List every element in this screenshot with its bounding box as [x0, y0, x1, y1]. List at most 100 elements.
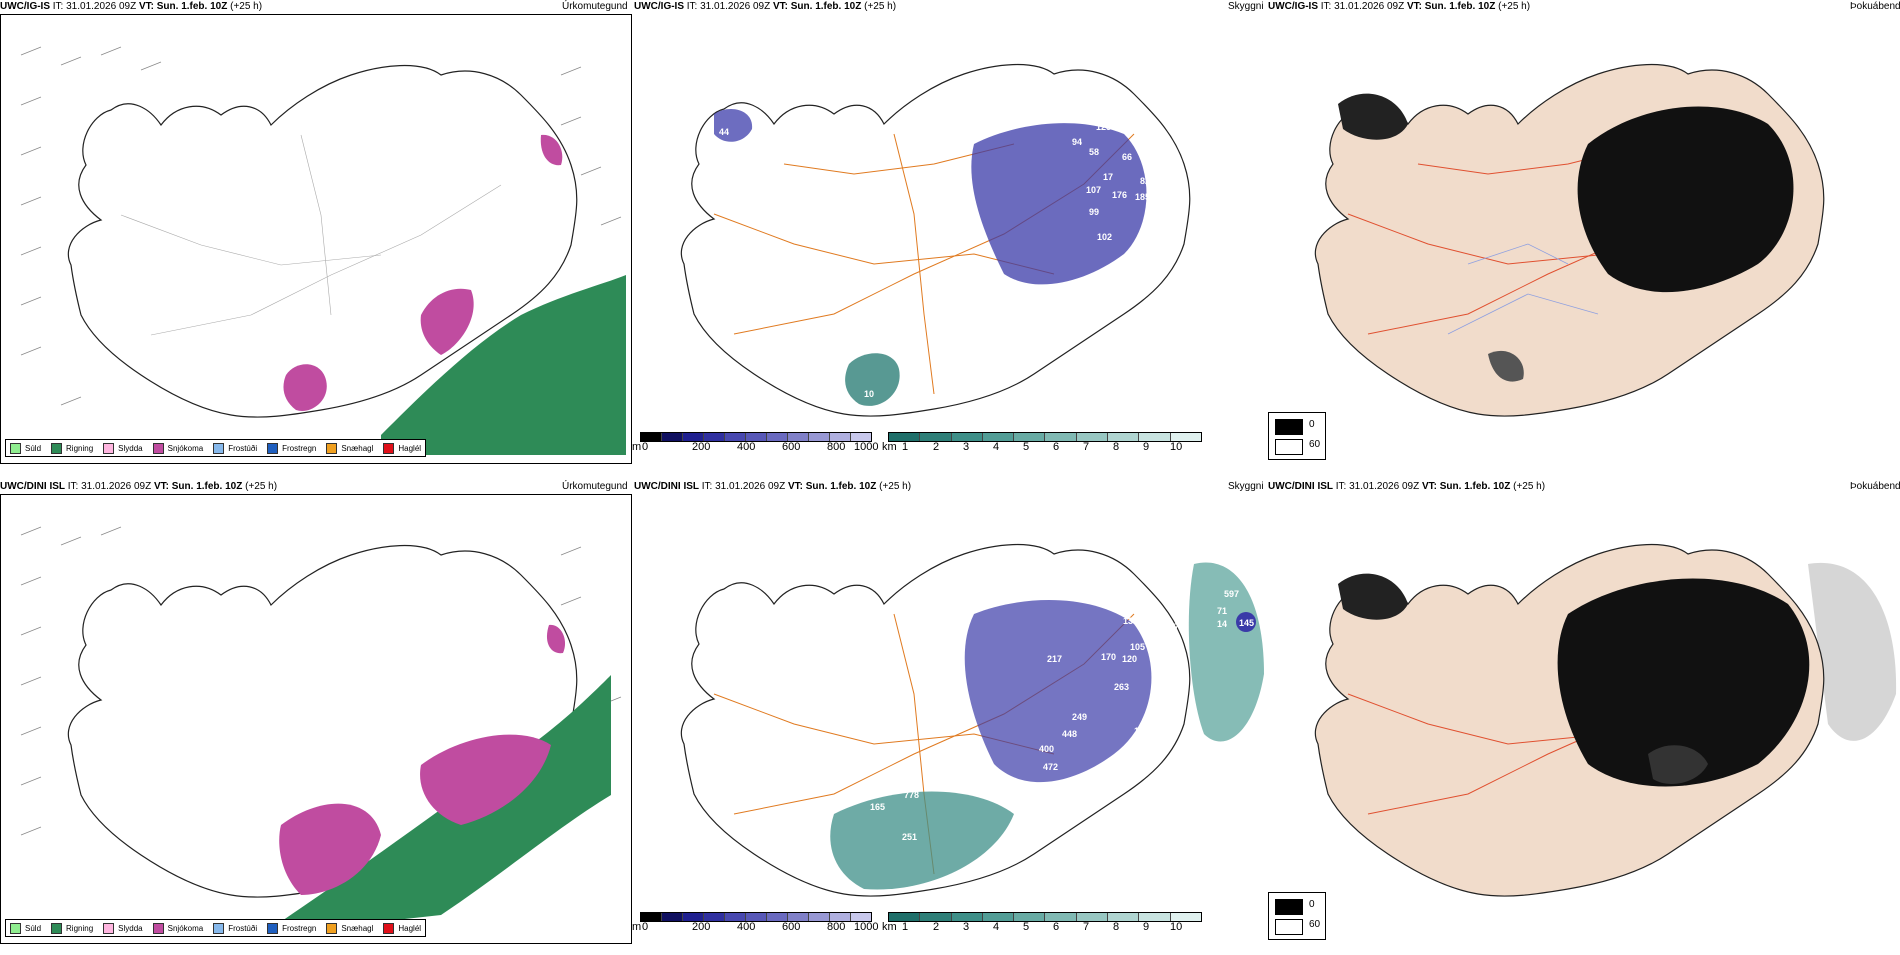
vis-value: 172	[1062, 294, 1078, 304]
fog-key-label: 60	[1309, 439, 1321, 450]
vis-value: 170	[1101, 652, 1117, 662]
iceland-visibility-map	[680, 544, 1264, 897]
vis-value: 105	[1153, 202, 1169, 212]
elevation-colorbar	[640, 432, 872, 442]
low-vis-area-south	[830, 791, 1014, 890]
panel-header-fog: UWC/DINI ISL IT: 31.01.2026 09Z VT: Sun.…	[1268, 481, 1546, 492]
elevation-tick: 200	[692, 921, 711, 933]
visibility-tick: 7	[1083, 921, 1090, 933]
elevation-unit: m	[632, 921, 642, 933]
fog-key-top: 0 60	[1268, 412, 1326, 460]
fog-key-swatch	[1275, 419, 1303, 435]
fog-area-northwest	[1338, 93, 1408, 140]
vis-value: 44	[719, 127, 730, 137]
rivers	[1447, 243, 1599, 335]
legend-item: Snjókoma	[152, 442, 203, 454]
vis-value: 120	[1122, 654, 1138, 664]
elevation-tick: 400	[737, 441, 756, 453]
vis-value: 472	[1043, 762, 1059, 772]
vis-value: 217	[1047, 654, 1063, 664]
visibility-map: 597 71 14 145 73 62 138 105 170 120 217 …	[634, 494, 1266, 944]
vis-value: 14	[1217, 619, 1228, 629]
snow-area-east	[420, 288, 474, 355]
elevation-tick: 800	[827, 441, 846, 453]
iceland-precip-map	[20, 46, 626, 455]
visibility-tick: 4	[993, 441, 1000, 453]
vis-value: 107	[1086, 185, 1102, 195]
legend-item: Slydda	[103, 922, 143, 934]
iceland-visibility-map	[680, 64, 1191, 417]
legend-item: Haglél	[383, 442, 421, 454]
fog-title: Þokuábendi	[1850, 481, 1900, 492]
visibility-unit: km	[882, 921, 897, 933]
vis-value: 342	[1056, 337, 1072, 347]
fog-area-southeast	[1648, 745, 1708, 784]
vis-value: 94	[1072, 137, 1083, 147]
iceland-precip-map	[20, 526, 622, 935]
vis-value: 66	[1122, 152, 1133, 162]
visibility-tick: 6	[1053, 921, 1060, 933]
visibility-title: Skyggni	[1228, 481, 1264, 492]
low-vis-area-east	[964, 600, 1152, 783]
panel-header-precip: UWC/IG-IS IT: 31.01.2026 09Z VT: Sun. 1.…	[0, 1, 263, 12]
precip-legend: Súld Rigning Slydda Snjókoma Frostúði Fr…	[5, 439, 427, 457]
wind-barbs	[20, 526, 622, 836]
fog-key-swatch	[1275, 439, 1303, 455]
snow-area-east	[420, 734, 551, 825]
vis-value: 100	[1120, 274, 1136, 284]
visibility-tick: 1	[902, 921, 909, 933]
visibility-tick: 3	[963, 921, 970, 933]
panel-header-visibility: UWC/DINI ISL IT: 31.01.2026 09Z VT: Sun.…	[634, 481, 912, 492]
visibility-colorbar	[888, 432, 1202, 442]
precip-type-title: Úrkomutegund	[562, 1, 628, 12]
legend-item: Frostregn	[267, 922, 316, 934]
wind-barbs	[20, 46, 622, 406]
low-vis-area-south	[845, 353, 900, 406]
vis-value: 4	[1104, 309, 1110, 319]
elevation-tick: 200	[692, 441, 711, 453]
vis-value: 10	[864, 389, 875, 399]
legend-item: Súld	[10, 442, 41, 454]
legend-item: Rigning	[51, 922, 93, 934]
vis-value: 17	[1103, 172, 1114, 182]
visibility-tick: 5	[1023, 921, 1030, 933]
vis-value: 138	[1123, 616, 1139, 626]
vis-value: 1	[1019, 282, 1025, 292]
vis-value: 62	[1142, 606, 1153, 616]
rain-area-south	[381, 275, 626, 455]
visibility-tick: 5	[1023, 441, 1030, 453]
snow-area-south	[283, 364, 327, 411]
elevation-tick: 0	[642, 921, 649, 933]
iceland-fog-map	[1314, 544, 1897, 897]
legend-item: Snjókoma	[152, 922, 203, 934]
elevation-tick: 800	[827, 921, 846, 933]
elevation-tick: 1000	[854, 441, 879, 453]
elevation-tick: 600	[782, 441, 801, 453]
legend-item: Rigning	[51, 442, 93, 454]
colorbars-bottom: m 0 200 400 600 800 1000 km 1 2 3 4 5 6 …	[632, 912, 1272, 942]
fog-key-label: 0	[1309, 899, 1315, 910]
visibility-tick: 6	[1053, 441, 1060, 453]
visibility-tick: 9	[1143, 441, 1150, 453]
visibility-tick: 2	[933, 921, 940, 933]
legend-item: Frostregn	[267, 442, 316, 454]
fog-key-swatch	[1275, 899, 1303, 915]
vis-value: 249	[1072, 712, 1088, 722]
fog-key-label: 60	[1309, 919, 1321, 930]
vis-value: 251	[902, 832, 918, 842]
visibility-title: Skyggni	[1228, 1, 1264, 12]
elevation-colorbar	[640, 912, 872, 922]
vis-value: 102	[1097, 232, 1113, 242]
vis-value: 73	[1174, 622, 1185, 632]
precip-type-title: Úrkomutegund	[562, 481, 628, 492]
visibility-tick: 9	[1143, 921, 1150, 933]
snow-area-south	[279, 803, 381, 895]
low-vis-area-east	[971, 123, 1147, 285]
vis-value: 134	[1053, 314, 1069, 324]
low-vis-area-northwest	[714, 109, 753, 142]
visibility-colorbar	[888, 912, 1202, 922]
panel-header-fog: UWC/IG-IS IT: 31.01.2026 09Z VT: Sun. 1.…	[1268, 1, 1531, 12]
road-lines	[120, 134, 502, 336]
panel-header-precip: UWC/DINI ISL IT: 31.01.2026 09Z VT: Sun.…	[0, 481, 278, 492]
visibility-tick: 2	[933, 441, 940, 453]
